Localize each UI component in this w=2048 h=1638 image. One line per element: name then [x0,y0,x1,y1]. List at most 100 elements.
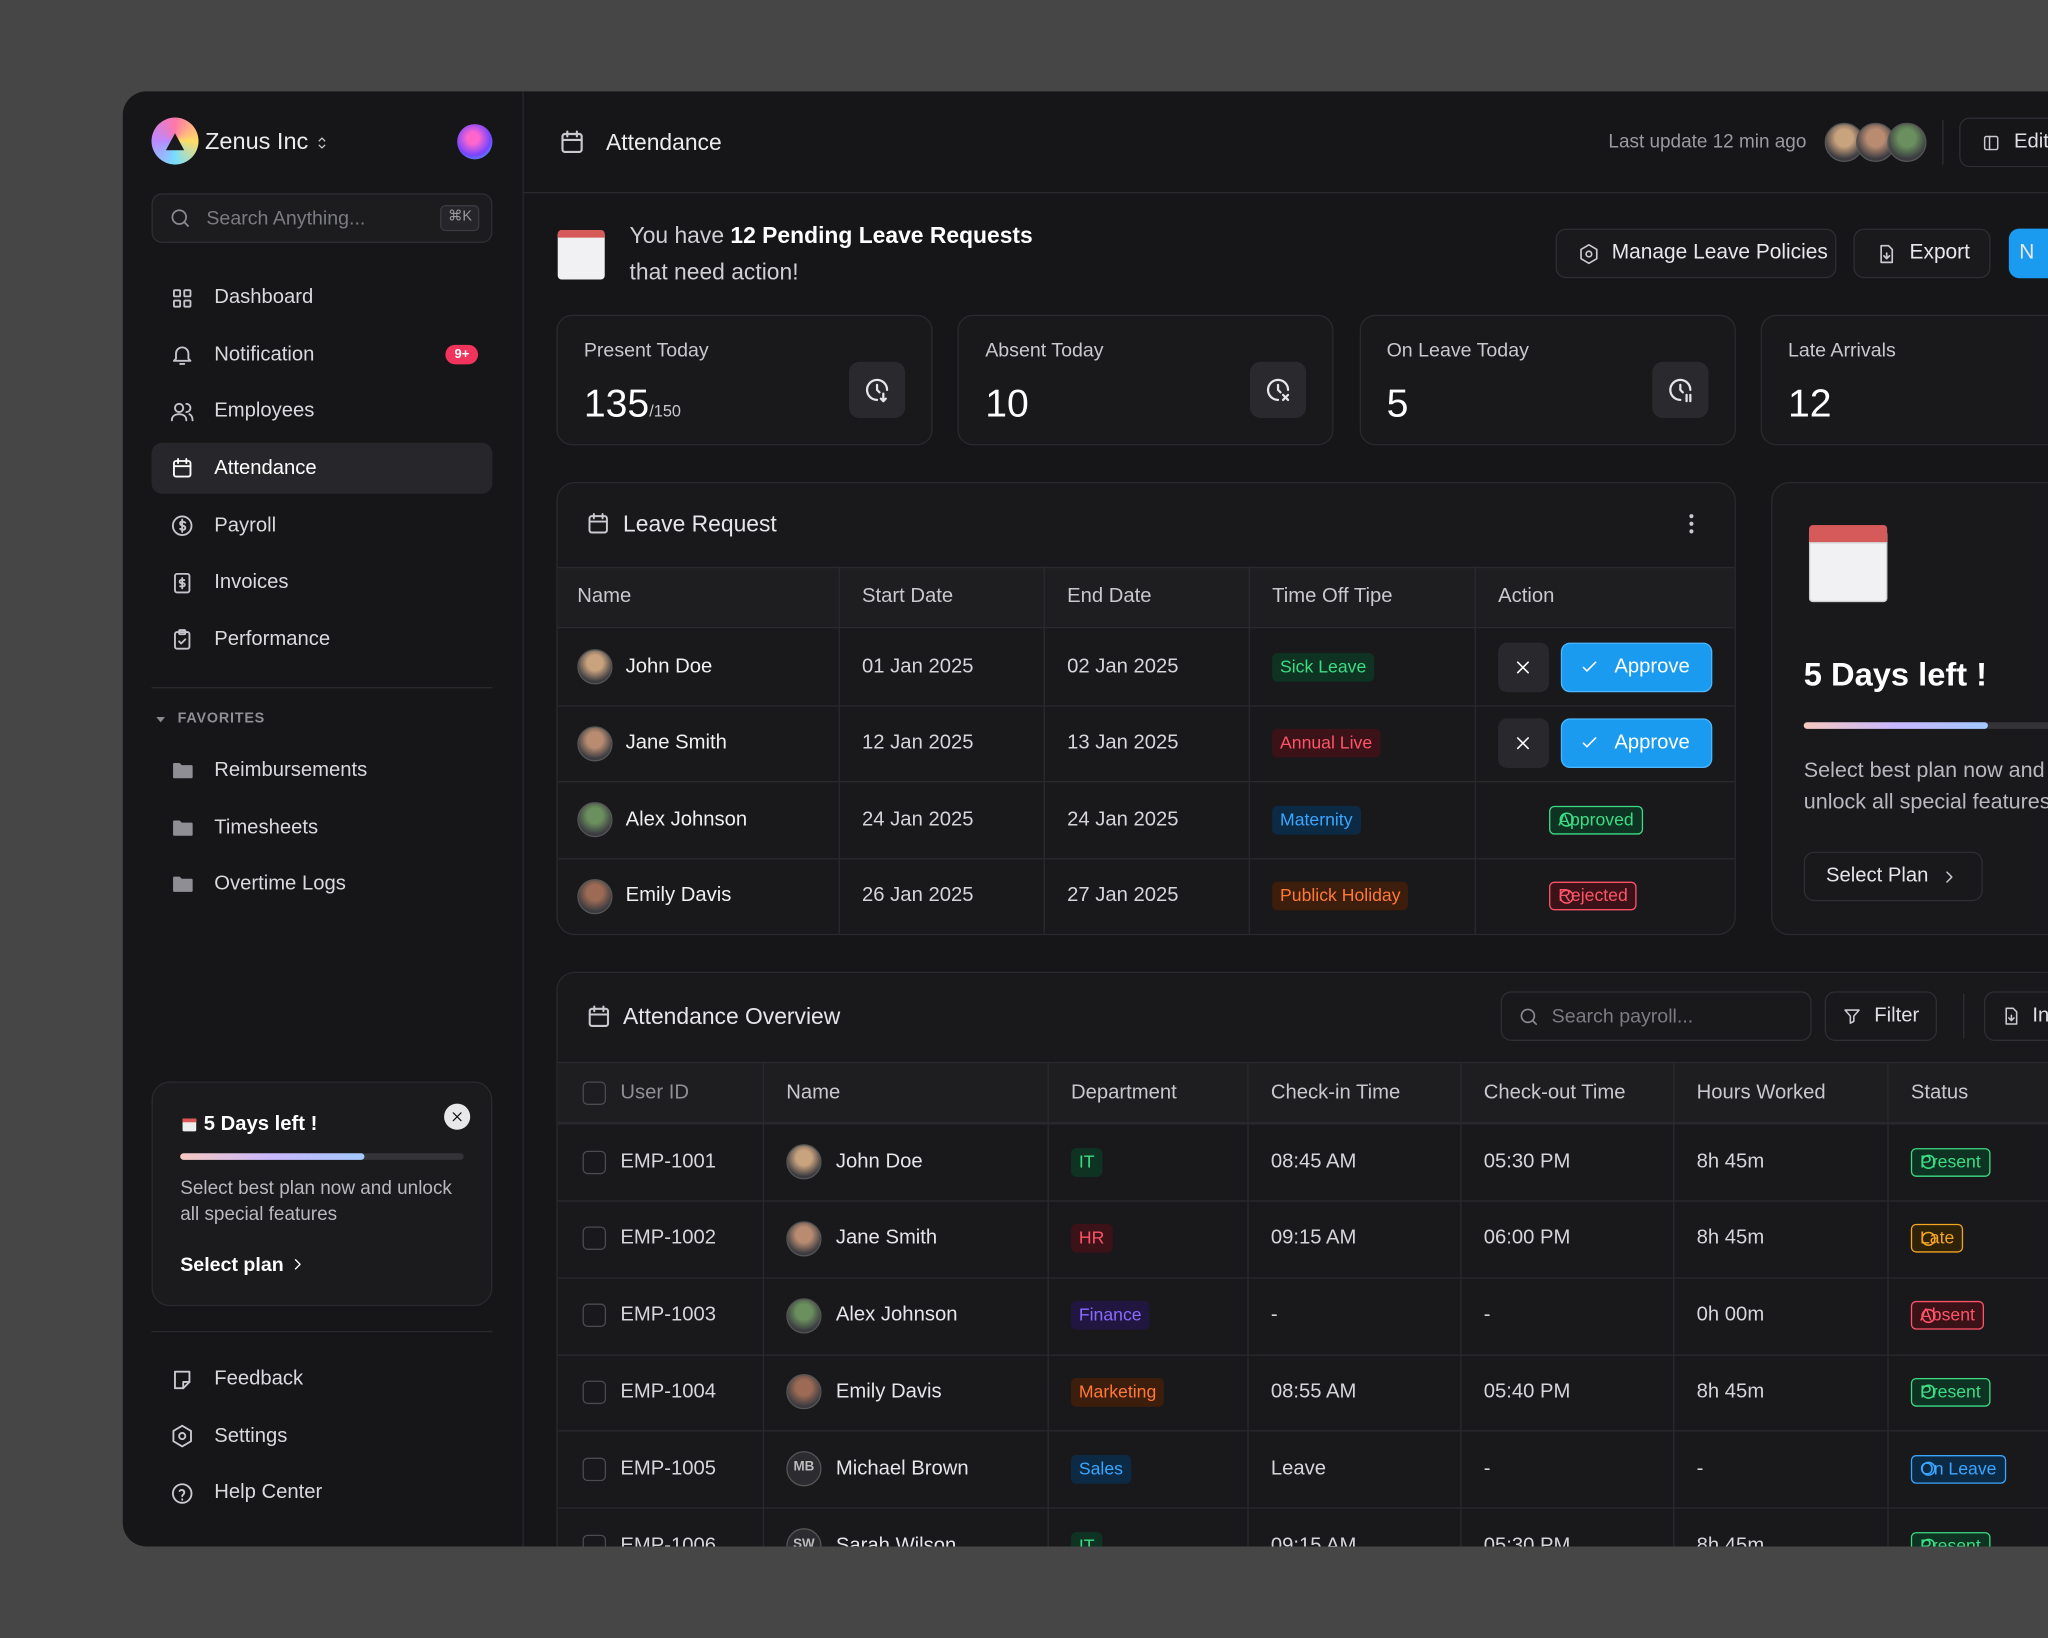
avatar [786,1220,822,1257]
header-checkbox[interactable] [582,1081,607,1105]
filter-button[interactable] [1824,991,1937,1041]
leave-head-bg [557,566,1735,629]
icon-shape [156,716,166,723]
footer-nav-item[interactable]: Feedback [214,1367,304,1390]
approve-button[interactable] [1560,718,1713,769]
icon-shape [1559,889,1574,904]
banner-button[interactable] [1555,228,1837,279]
col-divider [1887,1061,1889,1547]
icon-shape [1516,737,1529,750]
header-divider [1942,120,1944,165]
status: Present [1910,1531,1990,1547]
export-label: In [2032,1004,2048,1027]
nav-item[interactable]: Employees [214,400,315,423]
leave-type: Maternity [1272,805,1361,835]
promo-link[interactable]: Select plan [180,1253,284,1276]
nav-item[interactable]: Performance [214,627,331,651]
row-checkbox[interactable] [582,1226,607,1251]
hours-worked: 8h 45m [1696,1150,1765,1173]
icon-shape [183,288,192,297]
icon-shape [174,572,191,593]
company-switch [318,136,326,148]
employee-name: Jane Smith [625,731,727,754]
icon-shape [1921,1538,1936,1547]
end-date: 13 Jan 2025 [1067,731,1179,754]
pill-text: IT [1078,1151,1095,1171]
icon-shape [588,1007,610,1027]
avatar: MB [786,1451,822,1487]
approve-label: Approve [1614,731,1690,754]
search-box[interactable] [151,193,493,243]
icon-shape [2005,1007,2018,1025]
attendance-search-icon [1520,1007,1538,1025]
stat-value: 10 [985,379,1029,431]
action-status: Rejected [1549,882,1637,911]
user-id: EMP-1003 [620,1303,717,1327]
row-checkbox[interactable] [582,1150,607,1174]
pill-text: Sick Leave [1279,656,1367,676]
department: Marketing [1071,1377,1165,1407]
icon-shape [1921,1154,1936,1169]
employee-name: Michael Brown [835,1457,969,1480]
company-name[interactable]: Zenus Inc [205,128,309,155]
banner-button-label: Manage Leave Policies [1611,241,1828,264]
nav-item[interactable]: Attendance [214,457,317,480]
banner-button-label: Export [1909,241,1970,264]
action-status: Approved [1549,805,1643,835]
filter-icon [1844,1009,1860,1024]
department: Finance [1071,1301,1150,1330]
approve-button[interactable] [1560,641,1713,692]
nav-item[interactable]: Notification [214,343,315,366]
user-avatar [457,124,493,160]
footer-nav-item[interactable]: Help Center [214,1481,323,1504]
attendance-title: Attendance Overview [623,1002,841,1029]
approve-label: Approve [1614,655,1690,678]
row-checkbox[interactable] [582,1534,607,1547]
promo-progress-fill [180,1153,365,1160]
stat-icon [865,378,889,402]
icon-shape [178,629,187,636]
favorite-item[interactable]: Reimbursements [214,759,368,782]
nav-icon [170,402,194,421]
icon-shape [182,1118,197,1123]
search-placeholder: Search Anything... [206,207,366,230]
user-id: EMP-1006 [620,1534,717,1547]
export-button[interactable] [1983,991,2048,1041]
favorite-item[interactable]: Timesheets [214,815,319,839]
banner-button[interactable] [1853,228,1991,279]
promo-text: Select best plan now and unlock all spec… [180,1178,452,1225]
hours-worked: 8h 45m [1696,1380,1765,1403]
status-icon [1921,1461,1936,1477]
employee-name: John Doe [625,655,713,678]
banner-suffix: that need action! [629,258,799,285]
upgrade-button[interactable] [1803,851,1983,902]
row-divider [557,781,1735,783]
pill-text: Publick Holiday [1279,885,1401,906]
row-checkbox[interactable] [582,1303,607,1328]
column-header: End Date [1067,585,1152,608]
banner-button[interactable] [2008,228,2048,279]
status: Present [1910,1147,1990,1177]
nav-item[interactable]: Invoices [214,570,289,594]
nav-item[interactable]: Dashboard [214,286,314,309]
footer-icon [171,1482,193,1504]
header-border [522,191,2048,194]
row-checkbox[interactable] [582,1380,607,1404]
nav-active-bg [151,443,493,495]
status-icon [1921,1538,1936,1547]
attendance-search[interactable] [1500,991,1812,1041]
icon-shape [1983,135,1999,150]
icon-shape [170,402,194,421]
pill-text: Marketing [1078,1381,1157,1402]
row-divider [557,1200,2048,1202]
row-checkbox[interactable] [582,1457,607,1481]
footer-nav-item[interactable]: Settings [214,1424,288,1447]
employee-name: Sarah Wilson [835,1534,957,1547]
status: Late [1910,1224,1964,1253]
favorite-item[interactable]: Overtime Logs [214,872,346,896]
icon-shape [1582,737,1597,748]
approve-check [1582,660,1597,672]
icon-shape [171,515,193,536]
edit-button[interactable] [1959,117,2048,168]
nav-item[interactable]: Payroll [214,514,277,537]
